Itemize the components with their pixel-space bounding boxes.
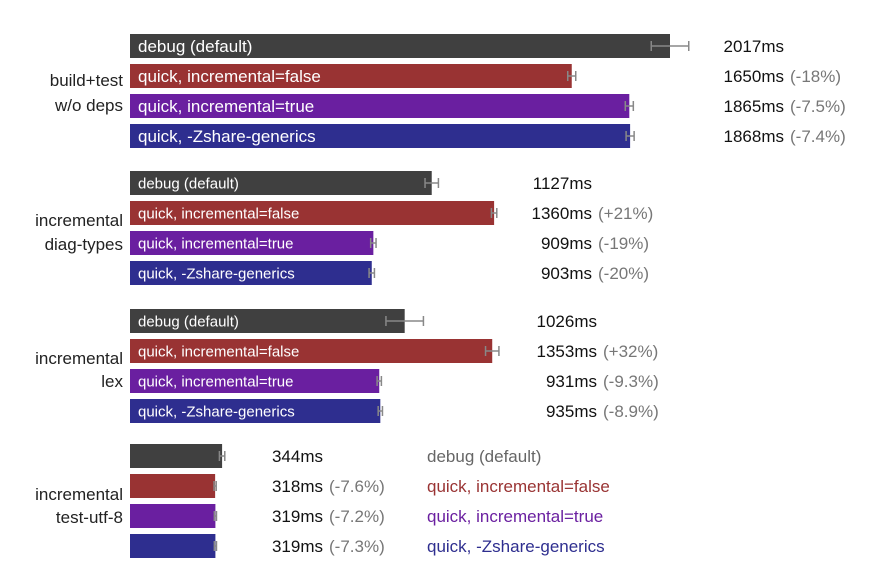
value-label: 319ms	[272, 537, 323, 556]
delta-label: (+21%)	[598, 204, 653, 223]
group-label: incremental	[35, 485, 123, 504]
legend-item: quick, -Zshare-generics	[427, 537, 605, 556]
bar	[130, 34, 670, 58]
legend-item: quick, incremental=true	[427, 507, 603, 526]
bar-series-label: debug (default)	[138, 313, 239, 330]
value-label: 903ms	[541, 264, 592, 283]
bar-series-label: debug (default)	[138, 175, 239, 192]
bar	[130, 261, 372, 285]
group-label: incremental	[35, 211, 123, 230]
value-label: 935ms	[546, 402, 597, 421]
bar-series-label: quick, incremental=false	[138, 205, 299, 222]
group-label: test-utf-8	[56, 508, 123, 527]
delta-label: (-7.3%)	[329, 537, 385, 556]
value-label: 909ms	[541, 234, 592, 253]
value-label: 1865ms	[724, 97, 784, 116]
legend-item: debug (default)	[427, 447, 541, 466]
delta-label: (-7.2%)	[329, 507, 385, 526]
bar	[130, 504, 216, 528]
value-label: 1127ms	[533, 174, 592, 193]
bar-series-label: quick, incremental=false	[138, 67, 321, 86]
bar-series-label: quick, incremental=false	[138, 343, 299, 360]
value-label: 344ms	[272, 447, 323, 466]
delta-label: (-7.5%)	[790, 97, 846, 116]
value-label: 1360ms	[532, 204, 592, 223]
bar	[130, 124, 631, 148]
bar-series-label: quick, -Zshare-generics	[138, 265, 295, 282]
bar-series-label: quick, incremental=true	[138, 235, 294, 252]
group-label: build+test	[50, 71, 124, 90]
delta-label: (+32%)	[603, 342, 658, 361]
bar	[130, 474, 216, 498]
group-label: w/o deps	[54, 96, 123, 115]
value-label: 1026ms	[537, 312, 597, 331]
bar	[130, 444, 223, 468]
group-label: incremental	[35, 349, 123, 368]
value-label: 931ms	[546, 372, 597, 391]
delta-label: (-7.4%)	[790, 127, 846, 146]
delta-label: (-7.6%)	[329, 477, 385, 496]
group-label: lex	[101, 372, 123, 391]
bar-series-label: quick, incremental=true	[138, 373, 294, 390]
bar	[130, 94, 630, 118]
value-label: 319ms	[272, 507, 323, 526]
value-label: 1868ms	[724, 127, 784, 146]
value-label: 318ms	[272, 477, 323, 496]
delta-label: (-20%)	[598, 264, 649, 283]
value-label: 2017ms	[724, 37, 784, 56]
bar	[130, 534, 216, 558]
bar-series-label: quick, -Zshare-generics	[138, 403, 295, 420]
bar	[130, 339, 493, 363]
bar	[130, 201, 495, 225]
bar	[130, 231, 374, 255]
legend-item: quick, incremental=false	[427, 477, 610, 496]
delta-label: (-9.3%)	[603, 372, 659, 391]
group-label: diag-types	[45, 235, 123, 254]
delta-label: (-19%)	[598, 234, 649, 253]
bar	[130, 309, 405, 333]
value-label: 1650ms	[724, 67, 784, 86]
bar	[130, 369, 380, 393]
bar	[130, 64, 572, 88]
bar	[130, 171, 432, 195]
bar-series-label: quick, -Zshare-generics	[138, 127, 316, 146]
delta-label: (-8.9%)	[603, 402, 659, 421]
bar-series-label: debug (default)	[138, 37, 252, 56]
delta-label: (-18%)	[790, 67, 841, 86]
value-label: 1353ms	[537, 342, 597, 361]
bar	[130, 399, 381, 423]
bar-series-label: quick, incremental=true	[138, 97, 314, 116]
